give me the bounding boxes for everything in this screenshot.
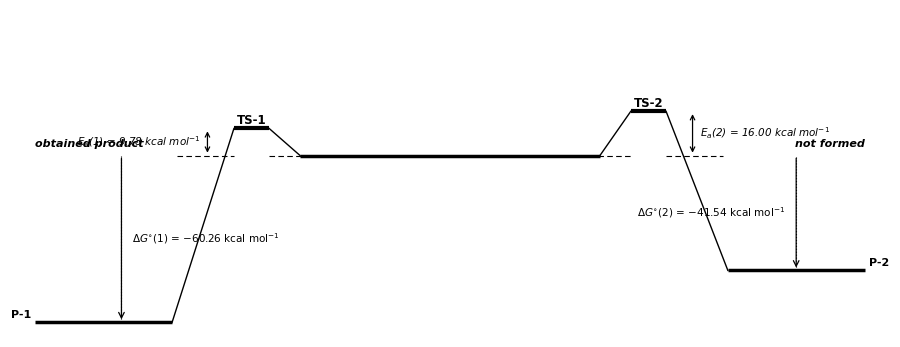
- Text: obtained product: obtained product: [35, 138, 144, 149]
- Text: not formed: not formed: [795, 138, 865, 149]
- Text: $E_{a}$(2) = 16.00 kcal mol$^{-1}$: $E_{a}$(2) = 16.00 kcal mol$^{-1}$: [699, 126, 830, 141]
- Text: TS-2: TS-2: [634, 96, 663, 110]
- Text: P-2: P-2: [869, 258, 889, 268]
- Text: $\Delta G^{\circ}$(2) = −41.54 kcal mol$^{-1}$: $\Delta G^{\circ}$(2) = −41.54 kcal mol$…: [637, 205, 786, 220]
- Text: $E_{a}$(1) = 9.78 kcal mol$^{-1}$: $E_{a}$(1) = 9.78 kcal mol$^{-1}$: [76, 134, 201, 150]
- Text: $\Delta G^{\circ}$(1) = −60.26 kcal mol$^{-1}$: $\Delta G^{\circ}$(1) = −60.26 kcal mol$…: [132, 231, 280, 246]
- Text: TS-1: TS-1: [237, 114, 266, 127]
- Text: P-1: P-1: [11, 310, 31, 320]
